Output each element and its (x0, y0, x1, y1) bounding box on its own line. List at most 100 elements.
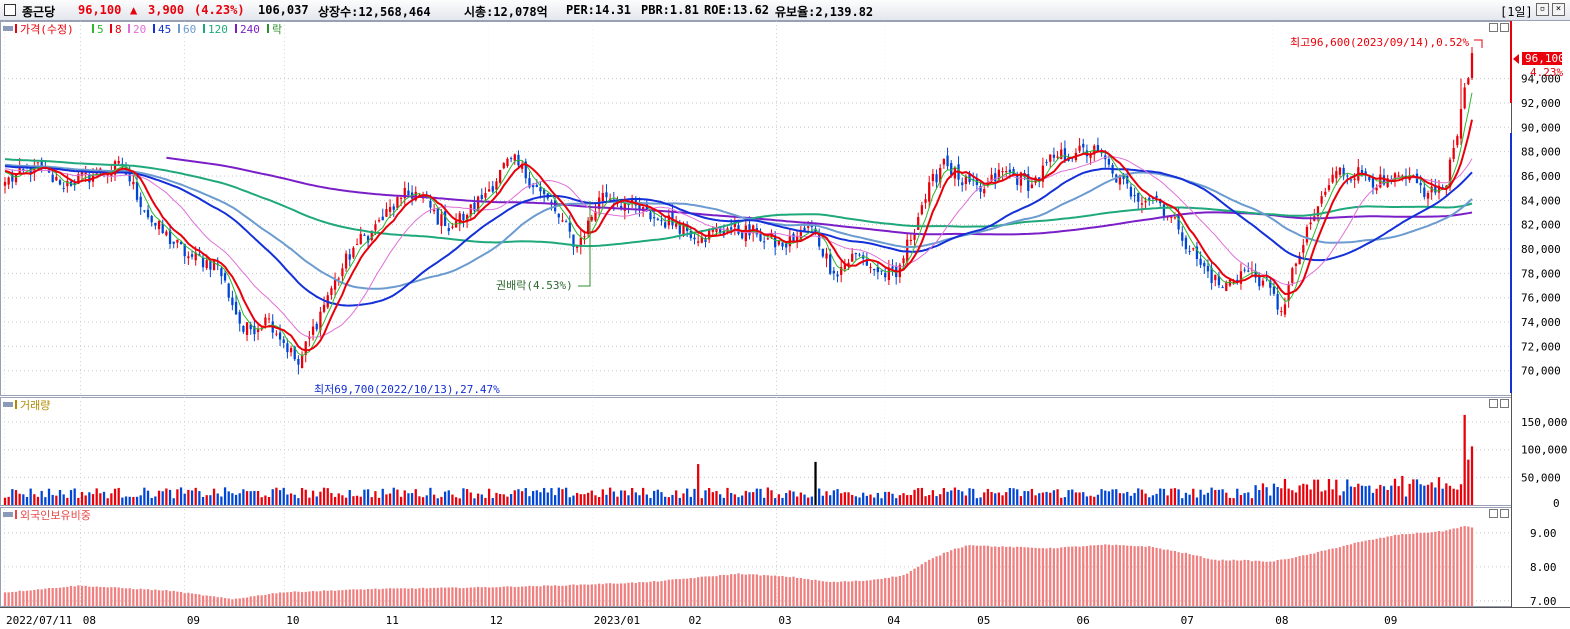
foreign-bar (1445, 530, 1448, 606)
volume-bar (157, 490, 161, 505)
candle (997, 169, 1001, 180)
ex-rights-annotation: 권배락(4.53%) (496, 279, 573, 292)
volume-bar (154, 496, 157, 505)
foreign-bar (1228, 560, 1232, 606)
foreign-bar (1001, 546, 1004, 606)
foreign-bar (913, 568, 916, 606)
candle (311, 326, 315, 335)
candle (377, 220, 381, 222)
candle (1030, 184, 1034, 189)
candle (994, 173, 997, 182)
candle (245, 322, 249, 335)
stock-chart[interactable]: 가격(수정) 5 8 20 45 60 120 240 락 거래량 외국인보유비중 최고96,6… (0, 21, 1570, 629)
volume-bar (443, 491, 447, 505)
panel-max-icon[interactable] (1489, 509, 1498, 518)
volume-bar (972, 488, 975, 505)
foreign-bar (704, 576, 707, 606)
volume-bar (645, 494, 648, 505)
panel-buttons[interactable] (1489, 23, 1509, 518)
panel-close-icon[interactable] (1500, 509, 1509, 518)
panel-marker-icon (3, 26, 13, 31)
panel-max-icon[interactable] (1489, 23, 1498, 32)
volume-bar (854, 496, 857, 505)
foreign-bar (1276, 559, 1279, 606)
volume-bar (1115, 489, 1118, 505)
volume-bar (1247, 492, 1250, 505)
candle (396, 197, 399, 209)
foreign-bar (561, 585, 564, 606)
restore-icon[interactable]: ▫ (1536, 3, 1549, 16)
volume-bar (1214, 489, 1217, 505)
volume-bar (1195, 497, 1199, 505)
volume-bar (939, 494, 942, 505)
volume-bar (748, 492, 751, 505)
foreign-bar (418, 588, 421, 606)
foreign-bar (1258, 560, 1261, 606)
candle (528, 178, 531, 188)
legend-label: 락 (272, 23, 282, 36)
candle (194, 252, 197, 261)
foreign-bar (36, 589, 40, 606)
foreign-bar (722, 574, 725, 606)
close-icon[interactable]: × (1552, 3, 1565, 16)
candle (14, 173, 18, 183)
roe-value: ROE:13.62 (704, 3, 770, 17)
legend-label: 8 (115, 23, 122, 36)
candle (183, 244, 186, 257)
foreign-bar (410, 588, 414, 606)
foreign-bar (341, 590, 344, 606)
foreign-bar (1129, 545, 1133, 606)
legend-swatch (15, 400, 17, 409)
foreign-bar (1104, 544, 1107, 606)
foreign-bar (1008, 546, 1012, 606)
volume-bar (69, 490, 73, 505)
candle (1049, 154, 1052, 162)
foreign-bar (1089, 545, 1092, 606)
foreign-bar (187, 592, 190, 606)
foreign-bar (135, 589, 139, 606)
volume-bar (572, 495, 575, 505)
foreign-bar (121, 588, 124, 606)
candle (722, 231, 725, 235)
volume-bar (1404, 496, 1408, 505)
volume-bar (1012, 488, 1015, 505)
volume-bar (84, 495, 87, 505)
panel-max-icon[interactable] (1489, 399, 1498, 408)
foreign-bar (594, 584, 597, 606)
volume-bar (1294, 492, 1298, 505)
foreign-tick-label: 7.00 (1530, 595, 1557, 608)
candle (392, 206, 395, 210)
foreign-bar (473, 587, 476, 606)
volume-bar (597, 496, 601, 505)
candle (286, 343, 289, 353)
foreign-bar (414, 588, 417, 606)
panel-close-icon[interactable] (1500, 399, 1509, 408)
candle (821, 248, 824, 257)
ma60-line (4, 163, 1473, 290)
ex-rights-marker (578, 201, 591, 287)
select-checkbox[interactable] (4, 4, 16, 16)
foreign-bar (289, 591, 293, 606)
candle (476, 196, 480, 211)
candle (1294, 263, 1298, 267)
candle (436, 207, 439, 225)
foreign-bar (506, 586, 509, 606)
foreign-bar (139, 588, 142, 606)
volume-bar (770, 490, 773, 505)
foreign-bar (1456, 528, 1459, 606)
volume-bar (491, 498, 494, 505)
foreign-bar (58, 587, 62, 606)
candle (660, 220, 663, 222)
foreign-bar (176, 591, 179, 606)
volume-bar (498, 494, 502, 505)
panel-close-icon[interactable] (1500, 23, 1509, 32)
foreign-bar (880, 578, 883, 606)
foreign-bar (1287, 558, 1290, 606)
volume-bar (80, 491, 84, 505)
foreign-bar (1177, 552, 1180, 606)
foreign-bar (253, 596, 256, 606)
candle (300, 355, 304, 369)
period-selector[interactable]: [1일] (1500, 5, 1533, 19)
foreign-bar (311, 591, 315, 606)
candle (1100, 152, 1103, 154)
